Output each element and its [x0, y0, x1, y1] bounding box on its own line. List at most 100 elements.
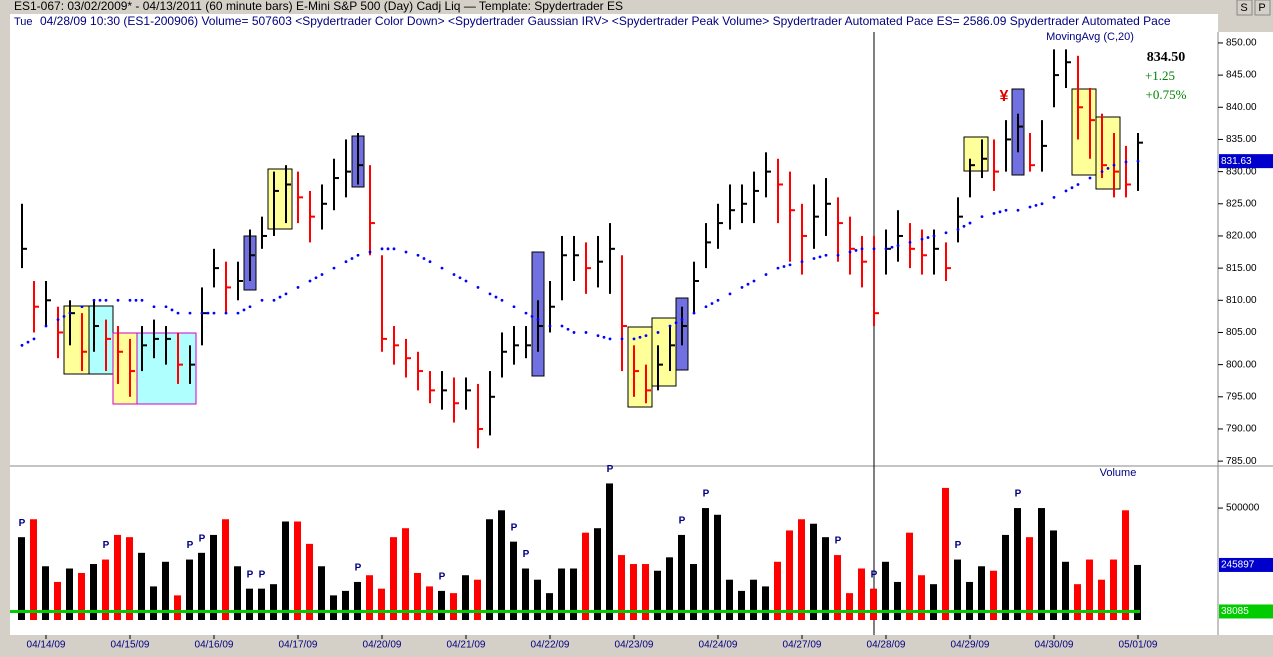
- volume-bar: [354, 581, 361, 620]
- ma-dot: [674, 321, 678, 325]
- ma-dot: [458, 276, 462, 280]
- ma-dot: [800, 260, 804, 264]
- y-tick-label: 825.00: [1226, 198, 1257, 209]
- volume-bar: [942, 487, 949, 620]
- box: [267, 168, 293, 230]
- ma-dot: [1076, 183, 1080, 186]
- y-tick-label: 810.00: [1226, 295, 1257, 306]
- ma-dot: [602, 335, 606, 339]
- ma-dot: [104, 298, 108, 302]
- volume-bar: [846, 593, 853, 620]
- volume-bar: [726, 579, 733, 620]
- volume-bar: [234, 566, 241, 620]
- volume-bar: [498, 510, 505, 620]
- volume-label: Volume: [1100, 467, 1137, 479]
- ma-dot: [1040, 202, 1044, 206]
- ma-dot: [356, 253, 360, 257]
- ma-dot: [296, 286, 300, 289]
- volume-bar: [426, 586, 433, 620]
- volume-bar: [930, 584, 937, 620]
- volume-bar: [294, 521, 301, 620]
- ma-dot: [80, 305, 84, 309]
- ma-dot: [1136, 159, 1140, 163]
- ma-dot: [530, 314, 534, 318]
- y-tick-label: 785.00: [1226, 456, 1257, 467]
- volume-bar: [582, 532, 589, 620]
- ma-dot: [1034, 203, 1038, 207]
- peak-flag: P: [1015, 489, 1022, 500]
- ma-dot: [740, 286, 744, 289]
- volume-bar: [246, 588, 253, 620]
- ma-dot: [404, 250, 408, 254]
- volume-bar: [1098, 579, 1105, 620]
- box: [627, 326, 653, 408]
- ma-dot: [932, 234, 936, 238]
- button-label[interactable]: S: [1240, 2, 1247, 14]
- x-tick-label: 04/16/09: [195, 640, 234, 651]
- volume-bar: [990, 570, 997, 620]
- volume-bar: [618, 555, 625, 620]
- ma-dot: [644, 334, 648, 338]
- ma-dot: [764, 273, 768, 276]
- button-label[interactable]: P: [1258, 2, 1265, 14]
- volume-bar: [1110, 559, 1117, 620]
- ma-dot: [1070, 186, 1074, 190]
- volume-bar: [1074, 584, 1081, 620]
- ma-dot: [62, 314, 66, 318]
- volume-bar: [282, 521, 289, 620]
- volume-bar: [198, 552, 205, 620]
- y-tick-label: 805.00: [1226, 327, 1257, 338]
- volume-bar: [810, 523, 817, 620]
- ma-dot: [998, 210, 1002, 214]
- ma-dot: [788, 263, 792, 267]
- ma-dot: [386, 247, 390, 251]
- peak-flag: P: [103, 540, 110, 551]
- volume-bar: [798, 519, 805, 620]
- volume-bar: [390, 537, 397, 620]
- axis-bg: [1218, 32, 1273, 635]
- ma-dot: [260, 298, 264, 302]
- ma-dot: [824, 253, 828, 257]
- peak-flag: P: [199, 533, 206, 544]
- ma-dot: [1124, 160, 1128, 164]
- volume-bar: [462, 575, 469, 620]
- ma-dot: [320, 273, 324, 276]
- ma-dot: [368, 250, 372, 254]
- volume-bar: [606, 483, 613, 620]
- peak-flag: P: [355, 563, 362, 574]
- volume-bar: [78, 572, 85, 620]
- volume-bar: [786, 530, 793, 620]
- volume-bar: [1002, 534, 1009, 620]
- ma-dot: [488, 292, 492, 296]
- ma-dot: [962, 224, 966, 228]
- peak-flag: P: [607, 464, 614, 475]
- button[interactable]: [1254, 0, 1271, 16]
- box: [1071, 88, 1097, 176]
- volume-bar: [174, 595, 181, 620]
- volume-bar: [270, 584, 277, 620]
- volume-bar: [858, 568, 865, 620]
- ma-dot: [890, 245, 894, 249]
- ma-dot: [608, 337, 612, 341]
- ma-dot: [884, 247, 888, 251]
- y-tick-label: 830.00: [1226, 166, 1257, 177]
- y-tick-label: 840.00: [1226, 102, 1257, 113]
- ma-dot: [1004, 208, 1008, 212]
- ma-dot: [1100, 170, 1104, 174]
- ma-dot: [380, 247, 384, 251]
- x-tick-label: 04/15/09: [111, 640, 150, 651]
- volume-bar: [966, 581, 973, 620]
- box: [1095, 116, 1121, 190]
- ma-dot: [68, 311, 72, 315]
- ma-dot: [464, 279, 468, 283]
- ma-dot: [140, 298, 144, 302]
- volume-bar: [1050, 530, 1057, 620]
- ma-dot: [332, 266, 336, 270]
- volume-bar: [1038, 508, 1045, 620]
- button[interactable]: [1236, 0, 1253, 16]
- ma-dot: [632, 337, 636, 341]
- peak-flag: P: [523, 549, 530, 560]
- ma-dot: [152, 305, 156, 309]
- volume-bar: [546, 593, 553, 620]
